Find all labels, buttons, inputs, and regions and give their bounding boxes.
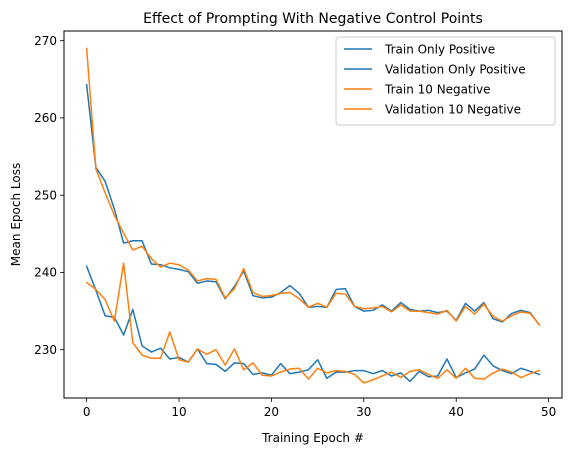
chart-title: Effect of Prompting With Negative Contro… bbox=[143, 11, 483, 27]
x-axis-label: Training Epoch # bbox=[261, 431, 364, 445]
legend-label-3: Validation 10 Negative bbox=[385, 102, 521, 116]
series-line-1 bbox=[85, 265, 541, 383]
x-tick-label-3: 30 bbox=[356, 405, 371, 419]
y-axis: 230 240 250 260 270 bbox=[34, 34, 64, 357]
legend-label-2: Train 10 Negative bbox=[384, 82, 491, 96]
legend-box bbox=[335, 36, 556, 126]
x-tick-label-1: 10 bbox=[171, 405, 186, 419]
x-tick-label-4: 40 bbox=[449, 405, 464, 419]
x-tick-label-0: 0 bbox=[83, 405, 91, 419]
x-axis: 0 10 20 30 40 50 bbox=[83, 398, 556, 419]
legend-label-0: Train Only Positive bbox=[384, 42, 495, 56]
legend: Train Only Positive Validation Only Posit… bbox=[335, 36, 556, 126]
y-tick-label-0: 230 bbox=[34, 343, 57, 357]
y-tick-label-4: 270 bbox=[34, 34, 57, 48]
x-tick-label-2: 20 bbox=[264, 405, 279, 419]
y-axis-label: Mean Epoch Loss bbox=[9, 163, 23, 266]
series-line-2 bbox=[85, 47, 541, 327]
series-line-0 bbox=[85, 83, 541, 327]
x-tick-label-5: 50 bbox=[541, 405, 556, 419]
y-tick-label-3: 260 bbox=[34, 111, 57, 125]
series-layer bbox=[85, 47, 541, 384]
legend-label-1: Validation Only Positive bbox=[385, 62, 526, 76]
y-tick-label-1: 240 bbox=[34, 266, 57, 280]
plot-frame bbox=[63, 30, 563, 399]
y-tick-label-2: 250 bbox=[34, 188, 57, 202]
series-line-3 bbox=[85, 262, 541, 384]
